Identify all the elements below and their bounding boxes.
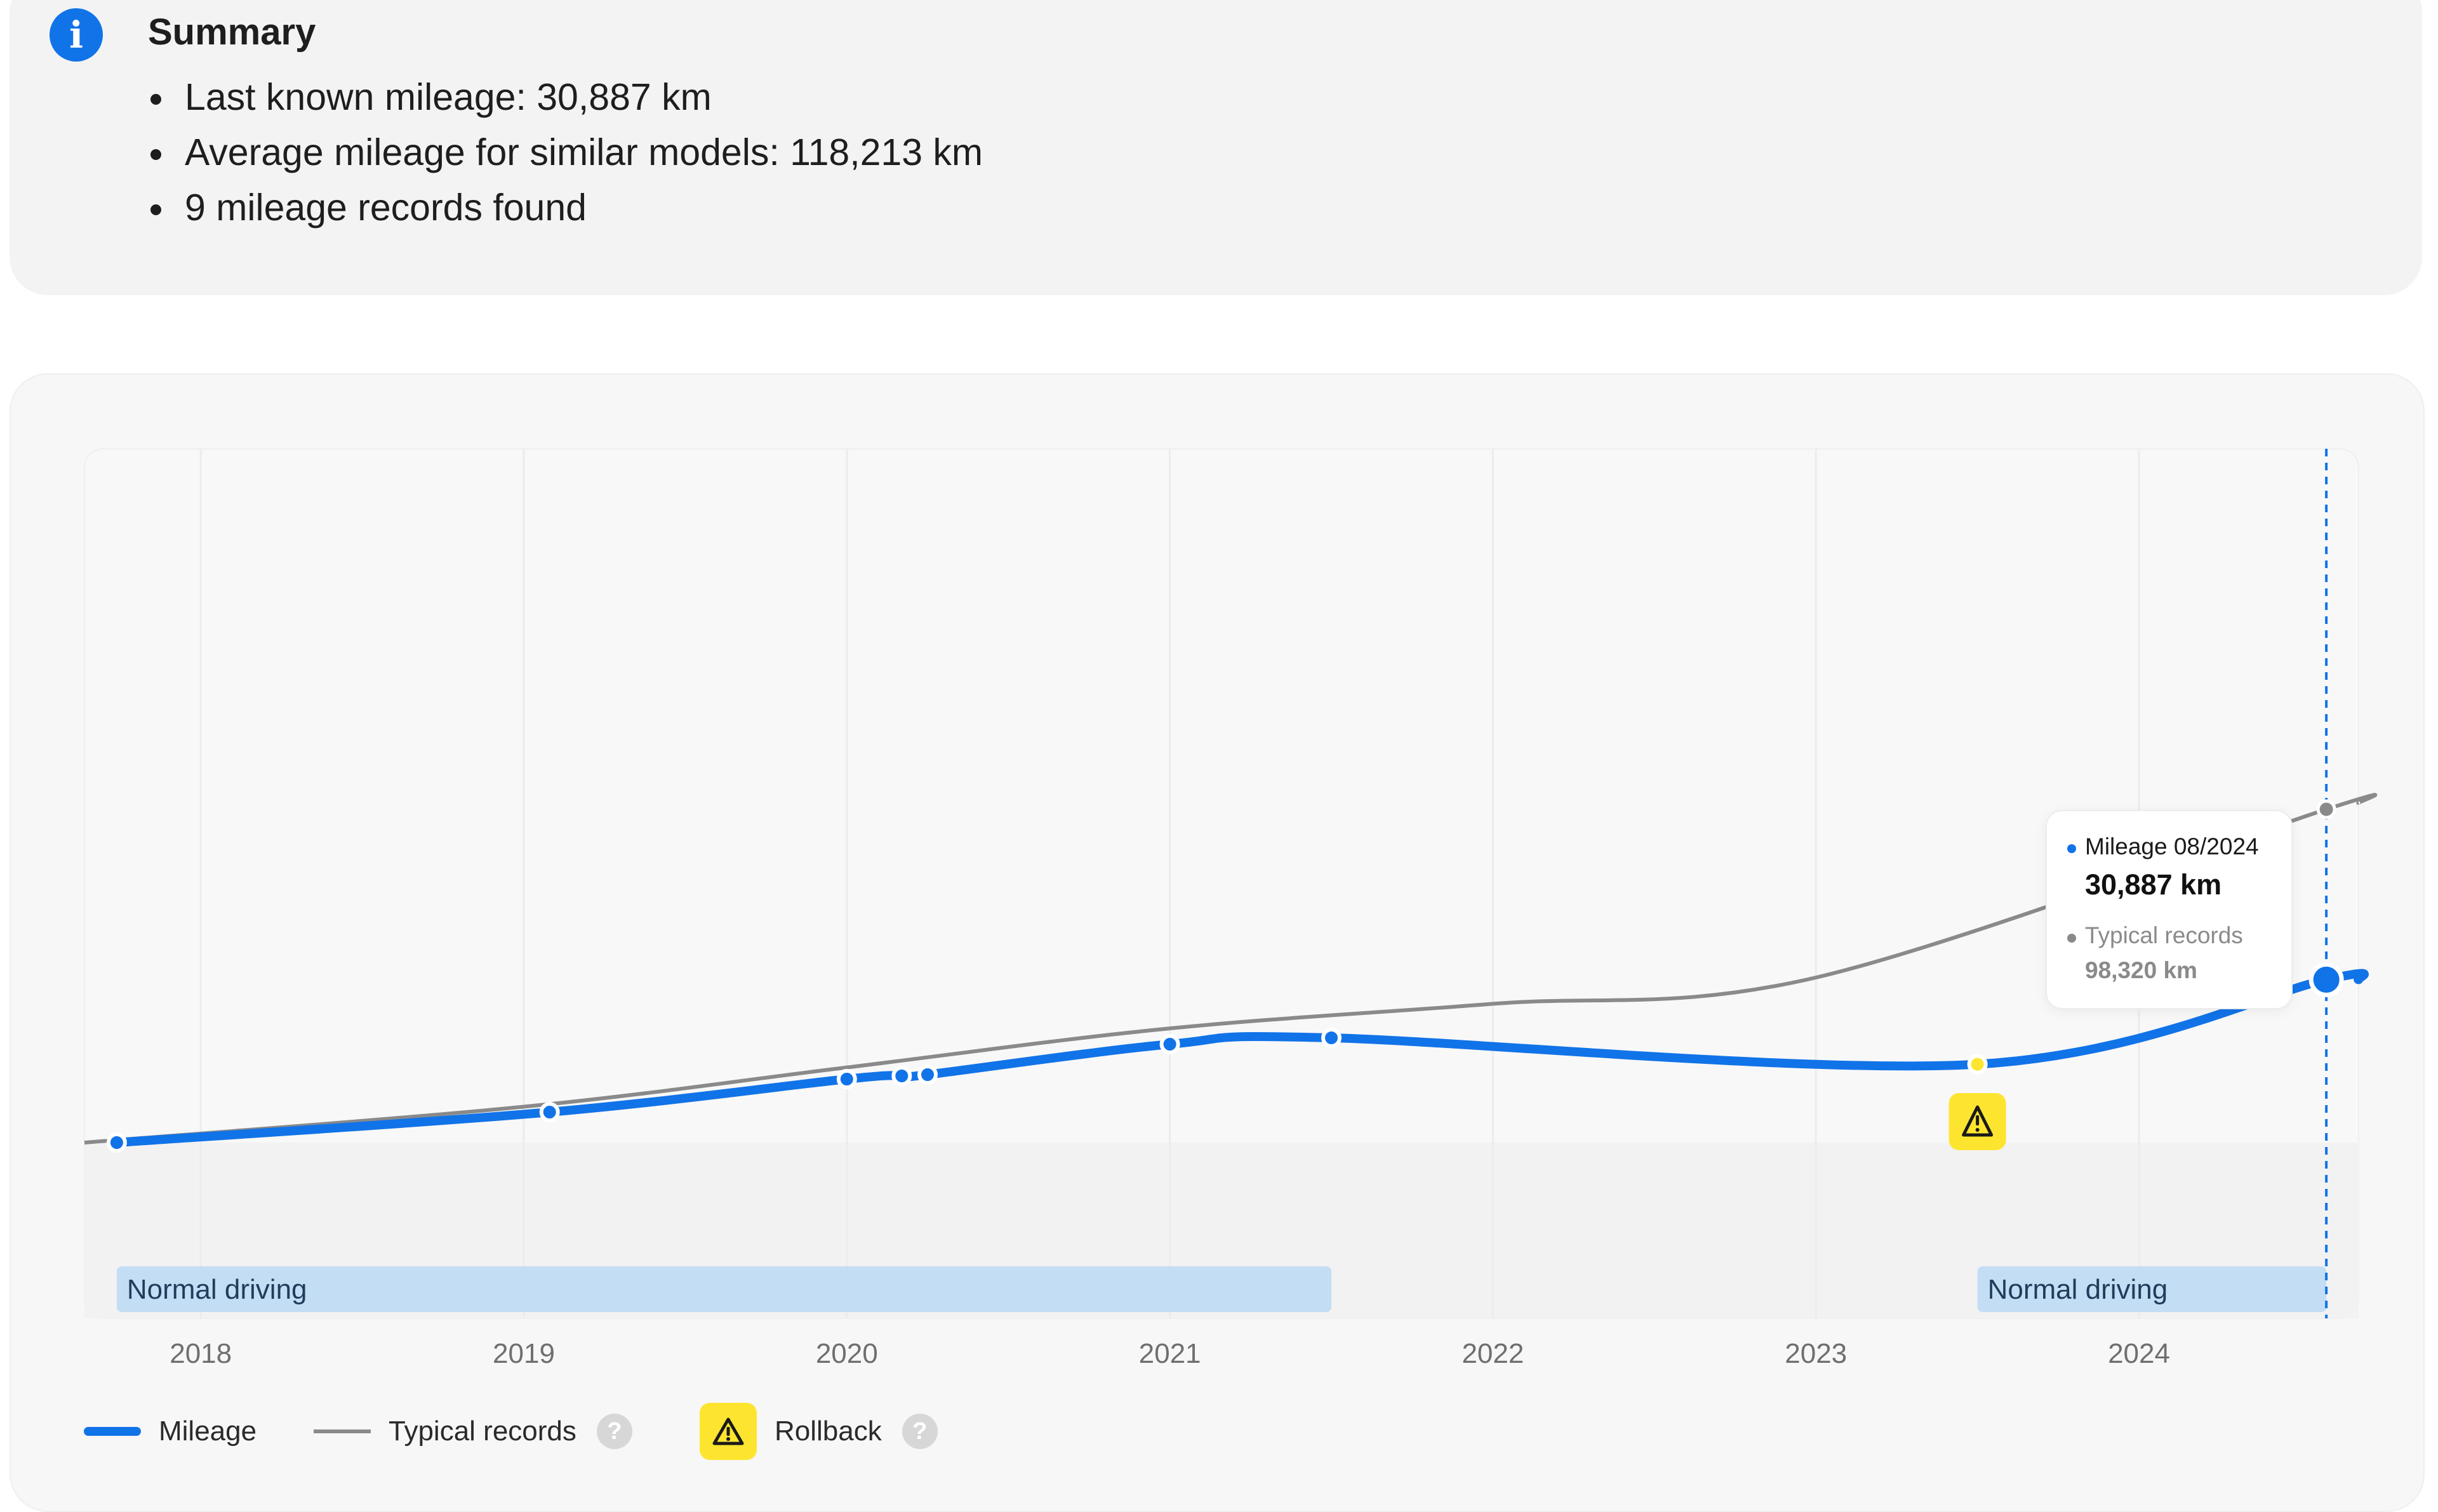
info-icon: i	[50, 8, 103, 62]
mileage-point	[1159, 1034, 1180, 1054]
legend-warning-icon	[700, 1403, 757, 1460]
normal-driving-label: Normal driving	[127, 1274, 307, 1305]
tooltip-typical-dot	[2067, 934, 2076, 943]
summary-list: Last known mileage: 30,887 km Average mi…	[148, 70, 983, 235]
legend-typical-swatch	[314, 1429, 371, 1433]
mileage-point	[836, 1069, 857, 1089]
x-tick-label: 2022	[1462, 1338, 1524, 1369]
mileage-line	[112, 969, 2369, 1147]
tooltip-mileage-dot	[2067, 844, 2076, 853]
summary-title: Summary	[148, 11, 316, 53]
typical-help-icon[interactable]: ?	[596, 1414, 632, 1449]
mileage-point	[917, 1064, 938, 1085]
x-tick-label: 2018	[170, 1338, 232, 1369]
legend-mileage[interactable]: Mileage	[84, 1403, 256, 1460]
mileage-highlight-point	[2308, 962, 2344, 997]
tooltip-mileage-label: Mileage 08/2024	[2085, 833, 2259, 859]
typical-highlight-point	[2316, 799, 2336, 819]
legend-rollback-label: Rollback	[775, 1416, 882, 1447]
summary-panel: i Summary Last known mileage: 30,887 km …	[10, 0, 2422, 295]
x-tick-label: 2020	[816, 1338, 878, 1369]
rollback-point	[1967, 1054, 1988, 1075]
tooltip-typical-label: Typical records	[2085, 922, 2243, 948]
legend-rollback[interactable]: Rollback ?	[700, 1403, 938, 1460]
x-tick-label: 2024	[2108, 1338, 2170, 1369]
normal-driving-band	[116, 1266, 1331, 1312]
summary-last-mileage: Last known mileage: 30,887 km	[148, 70, 983, 125]
x-tick-label: 2023	[1785, 1338, 1847, 1369]
tooltip-mileage-value: 30,887 km	[2085, 868, 2222, 901]
legend-mileage-swatch	[84, 1427, 141, 1436]
chart-tooltip: Mileage 08/2024 30,887 km Typical record…	[2046, 810, 2293, 1009]
mileage-point	[891, 1066, 912, 1086]
normal-driving-band	[1977, 1266, 2327, 1312]
summary-record-count: 9 mileage records found	[148, 180, 983, 235]
summary-average-mileage: Average mileage for similar models: 118,…	[148, 125, 983, 180]
mileage-point	[1321, 1028, 1342, 1048]
normal-driving-label: Normal driving	[1988, 1274, 2168, 1305]
rollback-help-icon[interactable]: ?	[902, 1414, 938, 1449]
legend-mileage-label: Mileage	[159, 1416, 257, 1447]
tooltip-typical-value: 98,320 km	[2085, 957, 2197, 983]
mileage-point	[106, 1132, 127, 1153]
x-tick-label: 2021	[1139, 1338, 1201, 1369]
x-tick-label: 2019	[493, 1338, 555, 1369]
legend-typical-label: Typical records	[389, 1416, 576, 1447]
mileage-point	[539, 1102, 560, 1122]
rollback-warning-icon[interactable]	[1948, 1093, 2006, 1150]
legend-typical[interactable]: Typical records ?	[314, 1403, 632, 1460]
